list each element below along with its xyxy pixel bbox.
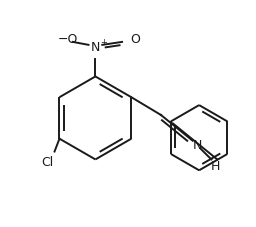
Text: N: N [91, 41, 100, 54]
Text: +: + [100, 38, 107, 47]
Text: O: O [130, 33, 140, 46]
Text: H: H [211, 160, 220, 173]
Text: Cl: Cl [41, 156, 54, 169]
Text: N: N [193, 139, 202, 152]
Text: −O: −O [58, 33, 78, 46]
